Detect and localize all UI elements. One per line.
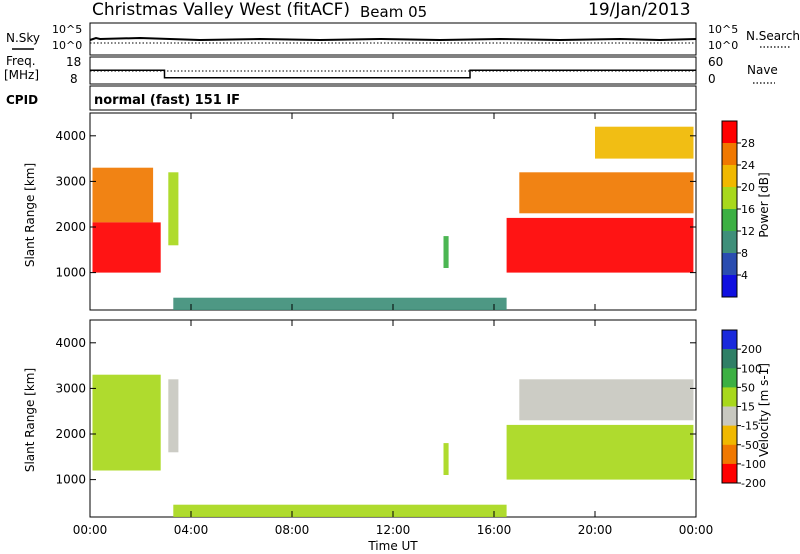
x-axis-label: Time UT — [367, 539, 418, 553]
freq-label: Freq. — [6, 54, 36, 68]
velocity-y-axis-label: Slant Range [km] — [23, 368, 37, 472]
cpid-value: normal (fast) 151 IF — [94, 93, 240, 108]
power-echo-region-2 — [168, 172, 179, 246]
beam-label: Beam 05 — [360, 3, 427, 21]
velocity-y-tick-label-2: 3000 — [55, 381, 86, 395]
power-echo-region-0 — [92, 167, 154, 223]
velocity-y-tick-label-1: 2000 — [55, 427, 86, 441]
velocity-colorbar-label-2: 50 — [741, 381, 755, 394]
velocity-echo-region-0 — [92, 374, 161, 471]
power-y-ticks: 1000 2000 3000 4000 — [55, 129, 696, 280]
velocity-echo-region-3 — [443, 443, 449, 475]
velocity-colorbar-swatch-7 — [722, 463, 737, 484]
velocity-echo-region-1 — [168, 379, 179, 453]
nave-tick-bottom: 0 — [708, 72, 716, 86]
nsky-tick-bottom: 10^0 — [52, 39, 82, 52]
power-colorbar-label-5: 8 — [741, 247, 748, 260]
station-title: Christmas Valley West (fitACF) — [92, 0, 350, 20]
power-colorbar-label: Power [dB] — [757, 172, 771, 237]
velocity-echo-region-2 — [173, 504, 507, 517]
velocity-colorbar-label-4: -15 — [741, 420, 759, 433]
velocity-echo-region-4 — [506, 424, 694, 480]
power-colorbar: 28 24 20 16 12 8 4 — [721, 120, 755, 298]
velocity-x-tick-label-2: 08:00 — [275, 523, 310, 537]
power-y-tick-label-0: 1000 — [55, 266, 86, 280]
nsky-tick-top: 10^5 — [52, 23, 82, 36]
velocity-colorbar: 200 100 50 15 -15 -50 -100 -200 — [721, 329, 766, 490]
power-y-axis-label: Slant Range [km] — [23, 163, 37, 267]
power-colorbar-label-6: 4 — [741, 269, 748, 282]
freq-tick-top: 18 — [66, 55, 81, 69]
date-label: 19/Jan/2013 — [588, 0, 691, 20]
power-data — [92, 126, 694, 310]
power-colorbar-label-2: 20 — [741, 181, 755, 194]
velocity-x-tick-label-6: 00:00 — [679, 523, 714, 537]
nsearch-label: N.Search — [746, 29, 800, 43]
velocity-colorbar-label-5: -50 — [741, 439, 759, 452]
power-echo-region-6 — [519, 172, 694, 214]
nsearch-tick-top: 10^5 — [708, 23, 738, 36]
power-echo-region-5 — [506, 217, 694, 273]
power-colorbar-swatch-1 — [722, 143, 737, 166]
nsearch-tick-bottom: 10^0 — [708, 39, 738, 52]
power-colorbar-label-1: 24 — [741, 159, 755, 172]
velocity-colorbar-swatch-0 — [722, 330, 737, 350]
cpid-strip-frame — [89, 85, 697, 111]
velocity-x-ticks: 00:00 04:00 08:00 12:00 16:00 20:00 00:00 — [73, 320, 714, 537]
power-echo-region-1 — [92, 222, 161, 273]
freq-tick-bottom: 8 — [70, 72, 78, 86]
power-y-tick-label-2: 3000 — [55, 174, 86, 188]
cpid-label: CPID — [6, 93, 38, 107]
velocity-y-tick-label-3: 4000 — [55, 336, 86, 350]
nave-label: Nave — [747, 63, 778, 77]
velocity-colorbar-swatch-3 — [722, 387, 737, 407]
power-colorbar-swatch-3 — [722, 187, 737, 210]
frequency-trace-line — [90, 69, 696, 79]
nave-tick-top: 60 — [708, 55, 723, 69]
power-echo-region-3 — [173, 297, 507, 310]
power-colorbar-swatch-4 — [722, 209, 737, 232]
velocity-x-tick-label-0: 00:00 — [73, 523, 108, 537]
velocity-colorbar-swatch-1 — [722, 349, 737, 369]
power-x-ticks — [89, 113, 697, 310]
velocity-y-ticks: 1000 2000 3000 4000 — [55, 336, 696, 487]
velocity-colorbar-swatch-5 — [722, 425, 737, 445]
velocity-y-tick-label-0: 1000 — [55, 473, 86, 487]
velocity-colorbar-label-0: 200 — [741, 343, 762, 356]
power-y-tick-label-3: 4000 — [55, 129, 86, 143]
velocity-colorbar-label: Velocity [m s-1] — [757, 363, 771, 457]
power-colorbar-label-0: 28 — [741, 137, 755, 150]
velocity-colorbar-label-7: -200 — [741, 477, 766, 490]
velocity-colorbar-swatch-6 — [722, 444, 737, 465]
velocity-colorbar-label-3: 15 — [741, 401, 755, 414]
frequency-trace — [90, 69, 696, 79]
velocity-colorbar-swatch-4 — [722, 406, 737, 426]
power-echo-region-4 — [443, 236, 449, 268]
velocity-colorbar-swatch-2 — [722, 368, 737, 388]
power-colorbar-swatch-2 — [722, 165, 737, 188]
power-colorbar-swatch-7 — [722, 275, 737, 298]
nsky-label: N.Sky — [6, 31, 40, 45]
nsky-trace — [89, 36, 697, 42]
power-colorbar-label-4: 12 — [741, 225, 755, 238]
velocity-x-tick-label-3: 12:00 — [376, 523, 411, 537]
velocity-colorbar-label-1: 100 — [741, 362, 762, 375]
power-y-tick-label-1: 2000 — [55, 220, 86, 234]
velocity-x-tick-label-5: 20:00 — [578, 523, 613, 537]
power-colorbar-swatch-0 — [722, 121, 737, 144]
velocity-data — [92, 374, 694, 517]
velocity-echo-region-5 — [519, 379, 694, 421]
power-colorbar-swatch-5 — [722, 231, 737, 254]
power-colorbar-label-3: 16 — [741, 203, 755, 216]
velocity-colorbar-label-6: -100 — [741, 458, 766, 471]
velocity-x-tick-label-4: 16:00 — [477, 523, 512, 537]
power-echo-region-7 — [595, 126, 694, 159]
freq-unit-label: [MHz] — [4, 68, 39, 82]
power-colorbar-swatch-6 — [722, 253, 737, 276]
velocity-x-tick-label-1: 04:00 — [174, 523, 209, 537]
